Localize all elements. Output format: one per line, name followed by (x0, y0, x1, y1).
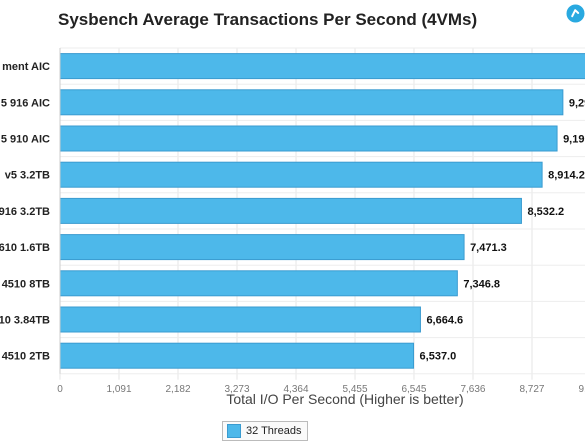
category-label: 916 3.2TB (0, 206, 50, 218)
data-label: 8,914.2 (548, 170, 585, 182)
bar (59, 306, 421, 333)
data-label: 8,532.2 (527, 206, 564, 218)
category-label: 10 3.84TB (0, 315, 50, 327)
legend-swatch (227, 424, 241, 438)
x-tick-label: 4,364 (284, 384, 309, 395)
chart-title: Sysbench Average Transactions Per Second… (58, 10, 478, 29)
category-label: 5 910 AIC (1, 134, 50, 146)
data-label: 7,346.8 (463, 278, 500, 290)
bar (59, 125, 558, 152)
category-label: 5 916 AIC (1, 97, 50, 109)
category-label: 610 1.6TB (0, 242, 50, 254)
data-label: 6,537.0 (420, 351, 457, 363)
bar (59, 53, 585, 80)
bar (59, 270, 458, 297)
legend-item[interactable]: 32 Threads (222, 421, 309, 441)
x-tick-label: 9,818 (578, 384, 585, 395)
data-label: 7,471.3 (470, 242, 507, 254)
category-label: v5 3.2TB (5, 170, 50, 182)
bar (59, 234, 465, 261)
x-tick-label: 8,727 (519, 384, 544, 395)
x-axis-title: Total I/O Per Second (Higher is better) (226, 391, 464, 407)
legend-label: 32 Threads (246, 425, 302, 437)
x-tick-label: 2,182 (165, 384, 190, 395)
category-label: 4510 2TB (2, 351, 50, 363)
x-tick-label: 7,636 (460, 384, 485, 395)
bar (59, 342, 415, 369)
x-tick-label: 5,455 (343, 384, 368, 395)
category-label: ment AIC (2, 61, 50, 73)
x-tick-label: 0 (57, 384, 63, 395)
category-label: 4510 8TB (2, 278, 50, 290)
x-tick-label: 1,091 (106, 384, 131, 395)
x-tick-label: 3,273 (225, 384, 250, 395)
bar (59, 89, 564, 116)
x-tick-label: 6,545 (401, 384, 426, 395)
data-label: 9,298.0 (569, 97, 585, 109)
bar (59, 161, 543, 188)
menu-icon[interactable] (566, 4, 585, 23)
data-label: 6,664.6 (426, 315, 463, 327)
bar (59, 197, 522, 224)
data-label: 9,190.7 (563, 134, 585, 146)
